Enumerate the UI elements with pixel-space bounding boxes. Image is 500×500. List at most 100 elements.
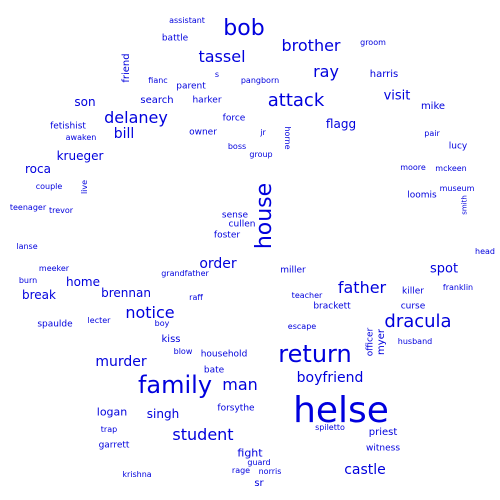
word: museum xyxy=(439,184,475,193)
word: forsythe xyxy=(217,403,255,414)
word: flagg xyxy=(325,117,357,131)
word: horne xyxy=(283,126,292,150)
word: return xyxy=(278,340,352,368)
word: search xyxy=(140,95,174,106)
word: rage xyxy=(231,466,251,475)
word: escape xyxy=(287,322,317,331)
word: household xyxy=(200,349,248,360)
word: cullen xyxy=(228,219,256,230)
word: family xyxy=(137,371,213,399)
word: tassel xyxy=(198,47,246,66)
word: brackett xyxy=(313,301,351,312)
word: group xyxy=(249,150,273,159)
word: mckeen xyxy=(435,164,467,173)
word: mike xyxy=(420,101,446,112)
word: brother xyxy=(281,36,341,55)
word: trap xyxy=(100,425,118,434)
word: notice xyxy=(125,303,175,322)
word: s xyxy=(214,70,220,79)
word: harker xyxy=(192,95,222,106)
word: attack xyxy=(267,90,325,111)
word: home xyxy=(65,275,101,289)
word: break xyxy=(22,288,56,302)
word: grandfather xyxy=(161,269,209,278)
word: sense xyxy=(221,210,249,221)
word: spaulde xyxy=(37,319,73,330)
word: pangborn xyxy=(240,76,280,85)
word: myer xyxy=(376,329,387,355)
word: murder xyxy=(95,354,147,370)
word: miller xyxy=(280,265,306,276)
word: harris xyxy=(369,69,399,80)
word: smith xyxy=(460,195,469,215)
word: meeker xyxy=(38,264,70,273)
word: castle xyxy=(344,462,386,478)
word: teacher xyxy=(291,291,323,300)
word: teenager xyxy=(9,203,47,212)
word: witness xyxy=(365,443,401,454)
word: spot xyxy=(429,261,459,277)
word: delaney xyxy=(104,108,168,127)
word: fetishist xyxy=(50,121,86,132)
word: lucy xyxy=(448,141,468,152)
word: logan xyxy=(96,405,128,419)
word: visit xyxy=(383,88,411,104)
word: boyfriend xyxy=(296,370,364,386)
word: spiletto xyxy=(315,423,345,432)
word: lecter xyxy=(87,316,111,325)
word: norris xyxy=(258,467,282,476)
word: curse xyxy=(400,301,426,312)
word: kiss xyxy=(161,334,181,345)
word: brennan xyxy=(101,286,151,300)
word: head xyxy=(475,247,495,256)
word: pair xyxy=(424,129,440,138)
word: fight xyxy=(237,446,263,460)
word: moore xyxy=(400,163,426,172)
word: bill xyxy=(113,126,135,142)
word: student xyxy=(172,425,234,444)
word: roca xyxy=(25,162,51,176)
word: priest xyxy=(368,427,398,438)
word: foster xyxy=(213,230,241,241)
word: trevor xyxy=(48,206,74,215)
word: bob xyxy=(223,16,265,41)
word: man xyxy=(222,375,258,394)
word: husband xyxy=(397,337,433,346)
word: battle xyxy=(161,33,189,44)
word: fianc xyxy=(148,76,168,85)
word: blow xyxy=(173,347,193,356)
word: sr xyxy=(254,478,264,489)
word: father xyxy=(337,278,387,297)
word: lanse xyxy=(16,242,38,251)
word: guard xyxy=(247,458,271,467)
word: boy xyxy=(154,319,170,328)
word: awaken xyxy=(65,133,97,142)
word: helse xyxy=(293,390,389,431)
word: boss xyxy=(227,142,247,151)
word: order xyxy=(199,256,237,272)
word: krueger xyxy=(56,149,104,163)
word: singh xyxy=(146,407,180,421)
word: raff xyxy=(189,293,203,302)
word: franklin xyxy=(442,283,474,292)
word: owner xyxy=(189,127,217,138)
word: killer xyxy=(402,286,424,297)
word: house xyxy=(252,182,277,250)
word: assistant xyxy=(169,16,205,25)
word: burn xyxy=(18,276,38,285)
word: krishna xyxy=(122,470,152,479)
word: groom xyxy=(360,38,386,47)
word: ray xyxy=(313,62,339,81)
word: parent xyxy=(176,81,206,92)
word: jr xyxy=(260,128,266,137)
word: dracula xyxy=(384,311,452,332)
word: son xyxy=(74,95,96,109)
word: friend xyxy=(121,53,132,83)
word: live xyxy=(80,179,89,195)
word: force xyxy=(222,113,246,124)
word: bate xyxy=(203,365,225,376)
word: loomis xyxy=(407,190,437,201)
word: couple xyxy=(35,182,63,191)
word: garrett xyxy=(98,440,130,451)
